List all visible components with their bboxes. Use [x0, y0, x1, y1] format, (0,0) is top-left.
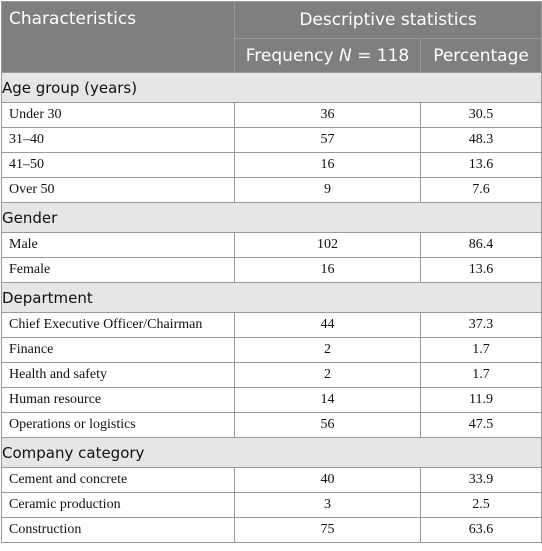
row-label: Finance — [1, 337, 235, 363]
row-frequency: 44 — [234, 312, 421, 338]
descriptive-statistics-header: Descriptive statistics — [233, 1, 542, 39]
row-percentage: 2.5 — [419, 492, 542, 518]
section-title: Age group (years) — [0, 72, 542, 103]
row-percentage: 13.6 — [419, 152, 542, 178]
row-label: Construction — [1, 517, 235, 543]
row-frequency: 102 — [234, 232, 421, 258]
frequency-prefix: Frequency — [245, 45, 339, 66]
row-label: Female — [1, 257, 235, 283]
row-frequency: 75 — [234, 517, 421, 543]
row-percentage: 1.7 — [419, 337, 542, 363]
row-percentage: 48.3 — [419, 127, 542, 153]
row-frequency: 2 — [234, 362, 421, 388]
row-percentage: 33.9 — [419, 467, 542, 493]
row-label: 31–40 — [1, 127, 235, 153]
row-frequency: 2 — [234, 337, 421, 363]
section-title: Company category — [0, 437, 542, 468]
section-row: Gender — [0, 202, 542, 233]
row-label: Male — [1, 232, 235, 258]
row-frequency: 57 — [234, 127, 421, 153]
percentage-header: Percentage — [419, 38, 542, 73]
header-row-1: Characteristics Descriptive statistics — [1, 1, 542, 73]
row-frequency: 16 — [234, 257, 421, 283]
row-percentage: 30.5 — [419, 102, 542, 128]
table-row: 41–50 16 13.6 — [1, 152, 542, 178]
row-percentage: 11.9 — [419, 387, 542, 413]
table-row: Finance 2 1.7 — [1, 337, 542, 363]
row-percentage: 86.4 — [419, 232, 542, 258]
row-percentage: 47.5 — [419, 412, 542, 438]
row-percentage: 7.6 — [419, 177, 542, 203]
row-percentage: 13.6 — [419, 257, 542, 283]
section-row: Company category — [0, 437, 542, 468]
frequency-n-symbol: N — [339, 45, 352, 66]
section-row: Department — [0, 282, 542, 313]
row-frequency: 36 — [234, 102, 421, 128]
row-label: Over 50 — [1, 177, 235, 203]
table-row: Human resource 14 11.9 — [1, 387, 542, 413]
table-row: Ceramic production 3 2.5 — [1, 492, 542, 518]
row-frequency: 14 — [234, 387, 421, 413]
row-percentage: 37.3 — [419, 312, 542, 338]
table-row: Construction 75 63.6 — [1, 517, 542, 543]
row-frequency: 16 — [234, 152, 421, 178]
table-row: Chief Executive Officer/Chairman 44 37.3 — [1, 312, 542, 338]
row-frequency: 56 — [234, 412, 421, 438]
row-label: Under 30 — [1, 102, 235, 128]
row-label: Chief Executive Officer/Chairman — [1, 312, 235, 338]
row-frequency: 9 — [234, 177, 421, 203]
row-label: Health and safety — [1, 362, 235, 388]
table-row: Female 16 13.6 — [1, 257, 542, 283]
row-frequency: 40 — [234, 467, 421, 493]
table-row: Operations or logistics 56 47.5 — [1, 412, 542, 438]
row-label: Operations or logistics — [1, 412, 235, 438]
table-row: 31–40 57 48.3 — [1, 127, 542, 153]
table-row: Over 50 9 7.6 — [1, 177, 542, 203]
frequency-suffix: = 118 — [351, 45, 410, 66]
table-row: Health and safety 2 1.7 — [1, 362, 542, 388]
table-row: Cement and concrete 40 33.9 — [1, 467, 542, 493]
table-row: Under 30 36 30.5 — [1, 102, 542, 128]
frequency-header: Frequency N = 118 — [234, 38, 421, 73]
row-percentage: 63.6 — [419, 517, 542, 543]
row-label: Human resource — [1, 387, 235, 413]
row-label: 41–50 — [1, 152, 235, 178]
row-label: Ceramic production — [1, 492, 235, 518]
section-row: Age group (years) — [0, 72, 542, 103]
section-title: Department — [0, 282, 542, 313]
characteristics-header: Characteristics — [1, 1, 235, 73]
header-row-2: Frequency N = 118 Percentage — [2, 38, 542, 73]
row-frequency: 3 — [234, 492, 421, 518]
table-body: Age group (years) Under 30 36 30.5 31–40 57 48… — [0, 72, 542, 543]
row-percentage: 1.7 — [419, 362, 542, 388]
section-title: Gender — [0, 202, 542, 233]
table-row: Male 102 86.4 — [1, 232, 542, 258]
row-label: Cement and concrete — [1, 467, 235, 493]
